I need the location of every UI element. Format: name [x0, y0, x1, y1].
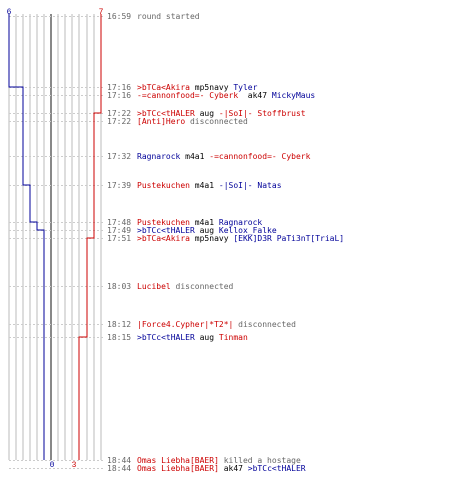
event-part: Omas Liebha[BAER] [137, 464, 219, 473]
red-end-count: 3 [72, 461, 77, 470]
event-time: 18:15 [107, 333, 132, 342]
event-part: MickyMaus [271, 91, 316, 100]
event-text: Omas Liebha[BAER] ak47 >bTCc<tHALER [137, 464, 306, 473]
event-part: >bTCc<tHALER [137, 333, 195, 342]
event-part: Omas Liebha[BAER] [137, 456, 219, 465]
event-time: 18:44 [107, 456, 132, 465]
event-text: >bTCa<Akira mp5navy [EKK]D3R PaTi3nT[Tri… [137, 234, 344, 243]
event-part: Kellox_Falke [218, 226, 277, 235]
event-part: m4a1 [189, 218, 219, 227]
event-part: |Force4.Cypher|*T2*| [137, 320, 234, 329]
event-text: Pustekuchen m4a1 Ragnarock [137, 218, 262, 227]
event-time: 17:49 [107, 226, 132, 235]
red-start-count: 7 [99, 8, 104, 17]
event-part: [Anti]Hero [137, 117, 186, 126]
event-part: -=cannonfood=- Cyberk [137, 91, 239, 100]
event-part: -=cannonfood=- Cyberk [209, 152, 311, 161]
event-text: >bTCa<Akira mp5navy Tyler [137, 83, 257, 92]
event-time: 17:16 [107, 91, 132, 100]
event-part: Ragnarock [218, 218, 263, 227]
event-part: Pustekuchen [137, 218, 190, 227]
blue-end-count: 0 [50, 461, 55, 470]
event-part: round started [137, 12, 200, 21]
event-part: mp5navy [189, 83, 234, 92]
event-text: [Anti]Hero disconnected [137, 117, 248, 126]
event-text: round started [137, 12, 200, 21]
event-part: -|SoI|- Stoffbrust [218, 109, 306, 118]
event-time: 17:22 [107, 117, 132, 126]
event-text: |Force4.Cypher|*T2*| disconnected [137, 320, 296, 329]
event-part: Lucibel [137, 282, 171, 291]
event-part: m4a1 [189, 181, 219, 190]
event-part: disconnected [170, 282, 234, 291]
event-text: -=cannonfood=- Cyberk ak47 MickyMaus [137, 91, 315, 100]
player-trails [8, 14, 102, 460]
event-part: disconnected [185, 117, 248, 126]
event-time: 17:22 [107, 109, 132, 118]
event-part: aug [194, 333, 219, 342]
event-time: 17:51 [107, 234, 132, 243]
event-part: -|SoI|- Natas [218, 181, 282, 190]
event-text: Lucibel disconnected [137, 282, 233, 291]
event-time: 16:59 [107, 12, 132, 21]
event-part: killed a hostage [218, 456, 301, 465]
event-part: >bTCa<Akira [137, 234, 190, 243]
event-time: 17:32 [107, 152, 132, 161]
event-part: >bTCc<tHALER [137, 226, 195, 235]
event-part: [EKK]D3R PaTi3nT[TriaL] [233, 234, 345, 243]
event-text: Omas Liebha[BAER] killed a hostage [137, 456, 301, 465]
grid-lines [8, 14, 102, 460]
event-text: >bTCc<tHALER aug Tinman [137, 333, 248, 342]
event-part: Ragnarock [137, 152, 181, 161]
event-text: Pustekuchen m4a1 -|SoI|- Natas [137, 181, 282, 190]
event-part: Tyler [233, 83, 258, 92]
event-part: m4a1 [180, 152, 210, 161]
event-text: Ragnarock m4a1 -=cannonfood=- Cyberk [137, 152, 310, 161]
blue-trail [8, 14, 45, 460]
event-part: Pustekuchen [137, 181, 190, 190]
event-time: 17:48 [107, 218, 132, 227]
event-time: 18:44 [107, 464, 132, 473]
event-time: 18:03 [107, 282, 132, 291]
event-part: ak47 [238, 91, 272, 100]
event-part: >bTCa<Akira [137, 83, 190, 92]
event-part: >bTCc<tHALER [137, 109, 195, 118]
event-text: >bTCc<tHALER aug -|SoI|- Stoffbrust [137, 109, 306, 118]
red-trail [78, 14, 102, 460]
event-time: 18:12 [107, 320, 132, 329]
event-part: Tinman [218, 333, 248, 342]
event-time: 17:39 [107, 181, 132, 190]
event-part: aug [194, 109, 219, 118]
event-part: mp5navy [189, 234, 234, 243]
blue-start-count: 6 [7, 8, 12, 17]
event-text: >bTCc<tHALER aug Kellox_Falke [137, 226, 277, 235]
event-part: ak47 [218, 464, 248, 473]
event-time: 17:16 [107, 83, 132, 92]
event-part: >bTCc<tHALER [247, 464, 306, 473]
event-part: disconnected [233, 320, 296, 329]
event-part: aug [194, 226, 219, 235]
